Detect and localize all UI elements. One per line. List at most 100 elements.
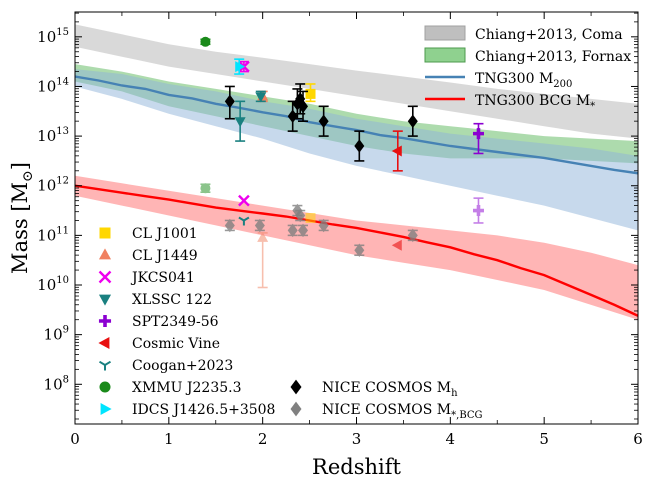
y-tick-base: 10 (37, 276, 56, 294)
marker-coogan-2023 (238, 216, 250, 226)
y-tick-exp: 13 (56, 126, 69, 137)
legend-bottom-left: CL J1001 CL J1449 JKCS041 XLSSC 122 SPT2349-… (98, 226, 275, 418)
point-cl-j1001-bcg (305, 213, 316, 223)
point-nice-m-3 (287, 223, 298, 238)
x-tick-label: 5 (539, 430, 549, 448)
legend-marker (99, 381, 111, 393)
legend-label: CL J1001 (132, 226, 198, 242)
x-tick-label: 3 (352, 430, 362, 448)
legend-marker (100, 402, 112, 416)
legend-marker (290, 379, 302, 395)
y-tick-label: 1011 (37, 225, 69, 244)
legend-label: NICE COSMOS M*,BCG (322, 402, 483, 421)
legend-label: XLSSC 122 (132, 292, 212, 308)
legend-label: CL J1449 (132, 248, 198, 264)
y-axis-label-close: ] (8, 162, 32, 170)
legend-label-main: Chiang+2013, Coma (475, 27, 623, 43)
point-idcs-j1426-5-3508 (234, 58, 246, 75)
marker-spt2349-56 (472, 128, 484, 140)
marker-nice-mh-5 (298, 99, 309, 114)
point-xmmu-j2235-3-bcg (200, 183, 211, 194)
x-axis-label: Redshift (312, 455, 401, 479)
legend-entry-cl-j1001: CL J1001 (99, 226, 198, 242)
y-tick-base: 10 (37, 127, 56, 145)
marker-xmmu-j2235-3-bcg (200, 183, 211, 194)
legend-entry-chiang-2013-coma: Chiang+2013, Coma (424, 25, 623, 43)
legend-entry-xlssc-122: XLSSC 122 (98, 292, 212, 308)
marker-jkcs041-bcg (238, 194, 250, 207)
legend-swatch (424, 25, 466, 41)
y-tick-label: 1010 (37, 275, 69, 294)
marker-xmmu-j2235-3 (200, 36, 211, 47)
model-lines (75, 75, 638, 317)
marker-cosmic-vine-bcg (391, 239, 402, 251)
legend-label-main: NICE COSMOS M (322, 402, 451, 418)
legend-marker (98, 314, 112, 328)
y-tick-base: 10 (37, 77, 56, 95)
marker-nice-m-2 (254, 218, 265, 233)
legend-marker (98, 248, 112, 260)
y-tick-base: 10 (44, 375, 63, 393)
legend-entry-jkcs041: JKCS041 (98, 270, 195, 286)
x-tick-label: 6 (633, 430, 643, 448)
y-tick-base: 10 (37, 28, 56, 46)
point-jkcs041-bcg (238, 194, 250, 207)
marker-nice-m-8 (354, 243, 365, 258)
point-nice-m-7 (318, 218, 329, 233)
y-tick-exp: 11 (56, 225, 69, 236)
x-tick-label: 0 (70, 430, 80, 448)
point-nice-m-9 (407, 228, 418, 243)
marker-nice-mh-1 (224, 94, 235, 109)
legend-label: Chiang+2013, Fornax (475, 49, 631, 65)
legend-label: SPT2349-56 (132, 314, 219, 330)
marker-idcs-j1426-5-3508 (235, 61, 246, 73)
x-tick-label: 4 (446, 430, 456, 448)
legend-marker (98, 270, 112, 284)
legend-marker (98, 360, 112, 371)
marker-cl-j1001 (305, 88, 316, 99)
band-tng300-m200-scatter (75, 69, 638, 231)
legend-marker (99, 227, 111, 239)
marker-xlssc-122-b (234, 117, 246, 128)
marker-cl-j1449-bcg (257, 231, 269, 242)
y-axis-label-main: Mass [M (8, 182, 32, 274)
point-cosmic-vine-bcg (391, 239, 402, 251)
marker-nice-m-9 (407, 228, 418, 243)
legend-marker (98, 336, 110, 350)
y-tick-base: 10 (37, 226, 56, 244)
legend-label-main: TNG300 M (475, 71, 553, 87)
legend-label-main: TNG300 BCG M (475, 93, 590, 109)
point-nice-mh-1 (224, 85, 235, 120)
legend-label-sub: h (451, 388, 458, 399)
point-nice-m-6 (298, 223, 309, 238)
y-axis-label: Mass [M⊙] (8, 162, 36, 274)
legend-entry-tng300-bcg-m: TNG300 BCG M* (425, 93, 595, 112)
point-cl-j1449-bcg (257, 231, 269, 289)
legend-label-sub: *,BCG (451, 410, 482, 421)
y-tick-base: 10 (44, 326, 63, 344)
marker-nice-mh-6 (318, 114, 329, 128)
legend-label: TNG300 M200 (475, 71, 572, 90)
point-nice-m-2 (254, 218, 265, 233)
legend-label-sub: * (590, 101, 595, 112)
point-nice-mh-7 (354, 130, 365, 162)
legend-entry-nice-cosmos-m-bcg: NICE COSMOS M*,BCG (290, 401, 483, 421)
band-chiang-2013-coma (75, 24, 638, 139)
point-nice-mh-2 (287, 100, 298, 132)
legend-marker (290, 401, 302, 417)
legend-label: Chiang+2013, Coma (475, 27, 623, 43)
point-xlssc-122-b (234, 100, 246, 142)
legend-entry-idcs-j1426-5-3508: IDCS J1426.5+3508 (100, 402, 275, 418)
y-tick-base: 10 (37, 177, 56, 195)
point-nice-mh-5 (298, 90, 309, 123)
marker-cosmic-vine (391, 145, 402, 157)
legend-label-main: NICE COSMOS M (322, 380, 451, 396)
legend-label: Cosmic Vine (132, 336, 220, 352)
legend-label: Coogan+2023 (132, 358, 233, 374)
y-tick-label: 1013 (37, 126, 69, 145)
x-tick-label: 1 (164, 430, 174, 448)
point-nice-mh-8 (407, 105, 418, 137)
